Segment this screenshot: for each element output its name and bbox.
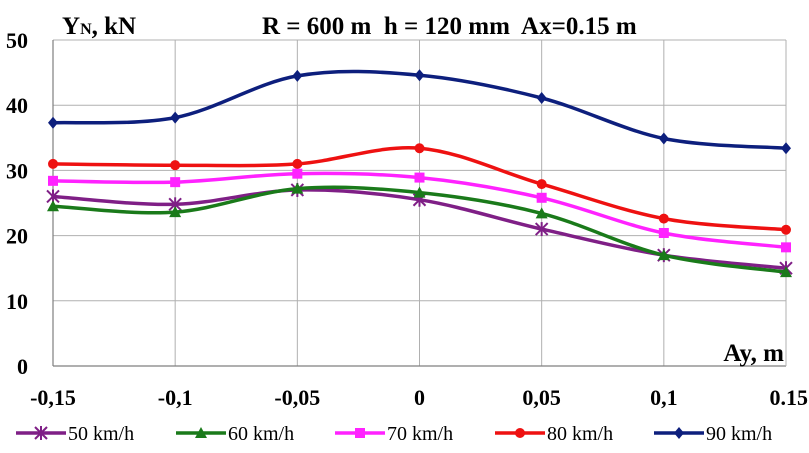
legend: 50 km/h 60 km/h 70 km/h 80 km/h 90 km/h bbox=[16, 423, 772, 445]
y-axis-label: YN, kN bbox=[62, 13, 136, 40]
legend-marker bbox=[355, 428, 365, 438]
x-tick-label: 0.15 bbox=[770, 385, 809, 410]
legend-label: 80 km/h bbox=[547, 423, 613, 445]
series-group bbox=[46, 69, 793, 278]
series-60-km-h bbox=[47, 182, 792, 278]
x-axis-label: Ay, m bbox=[723, 340, 784, 367]
y-tick-label: 30 bbox=[6, 158, 28, 183]
x-tick-label: 0,1 bbox=[650, 385, 678, 410]
legend-item: 80 km/h bbox=[495, 423, 613, 445]
legend-marker bbox=[195, 427, 207, 438]
legend-marker bbox=[34, 426, 48, 440]
y-tick-label: 10 bbox=[6, 289, 28, 314]
data-point bbox=[170, 111, 181, 124]
data-point bbox=[292, 69, 303, 82]
data-point bbox=[170, 160, 181, 171]
data-point bbox=[47, 200, 59, 212]
data-point bbox=[780, 266, 792, 278]
y-tick-label: 20 bbox=[6, 224, 28, 249]
data-point bbox=[536, 192, 547, 203]
data-point bbox=[292, 168, 303, 179]
x-tick-label: -0,05 bbox=[274, 385, 320, 410]
data-point bbox=[536, 179, 547, 190]
legend-marker bbox=[674, 427, 684, 439]
data-point bbox=[658, 132, 669, 145]
data-point bbox=[781, 142, 791, 155]
x-tick-label: -0,15 bbox=[30, 385, 76, 410]
y-tick-label: 50 bbox=[6, 28, 28, 53]
data-point bbox=[292, 158, 303, 169]
legend-item: 60 km/h bbox=[176, 423, 294, 445]
data-point bbox=[536, 92, 547, 105]
data-point bbox=[414, 143, 425, 154]
legend-item: 70 km/h bbox=[335, 423, 453, 445]
series-90-km-h bbox=[48, 69, 791, 155]
data-point bbox=[414, 172, 425, 183]
data-point bbox=[48, 116, 58, 129]
data-point bbox=[170, 177, 181, 188]
data-point bbox=[658, 213, 669, 224]
data-point bbox=[169, 206, 182, 218]
data-point bbox=[414, 69, 425, 82]
data-point bbox=[535, 207, 548, 219]
series-70-km-h bbox=[48, 168, 791, 253]
data-point bbox=[534, 222, 549, 237]
legend-marker bbox=[515, 428, 525, 438]
y-tick-label: 40 bbox=[6, 93, 28, 118]
x-tick-label: 0,05 bbox=[522, 385, 561, 410]
series-80-km-h bbox=[48, 143, 791, 235]
data-point bbox=[781, 242, 791, 253]
legend-label: 60 km/h bbox=[228, 423, 294, 445]
legend-item: 90 km/h bbox=[654, 423, 772, 445]
x-tick-label: -0,1 bbox=[158, 385, 193, 410]
legend-item: 50 km/h bbox=[16, 423, 134, 445]
data-point bbox=[657, 249, 670, 261]
data-point bbox=[658, 227, 669, 238]
data-point bbox=[413, 186, 426, 198]
data-point bbox=[781, 224, 791, 235]
legend-label: 50 km/h bbox=[68, 423, 134, 445]
data-point bbox=[48, 158, 58, 169]
data-point bbox=[291, 182, 304, 194]
y-tick-label: 0 bbox=[17, 354, 28, 379]
legend-label: 90 km/h bbox=[706, 423, 772, 445]
data-point bbox=[48, 175, 58, 186]
chart-title: R = 600 m h = 120 mm Ax=0.15 m bbox=[262, 13, 637, 40]
legend-label: 70 km/h bbox=[387, 423, 453, 445]
tick-labels: 0 10 20 30 40 50 -0,15 -0,1 -0,05 0 0,05 0,1 0.15 bbox=[6, 28, 808, 410]
x-tick-label: 0 bbox=[414, 385, 425, 410]
